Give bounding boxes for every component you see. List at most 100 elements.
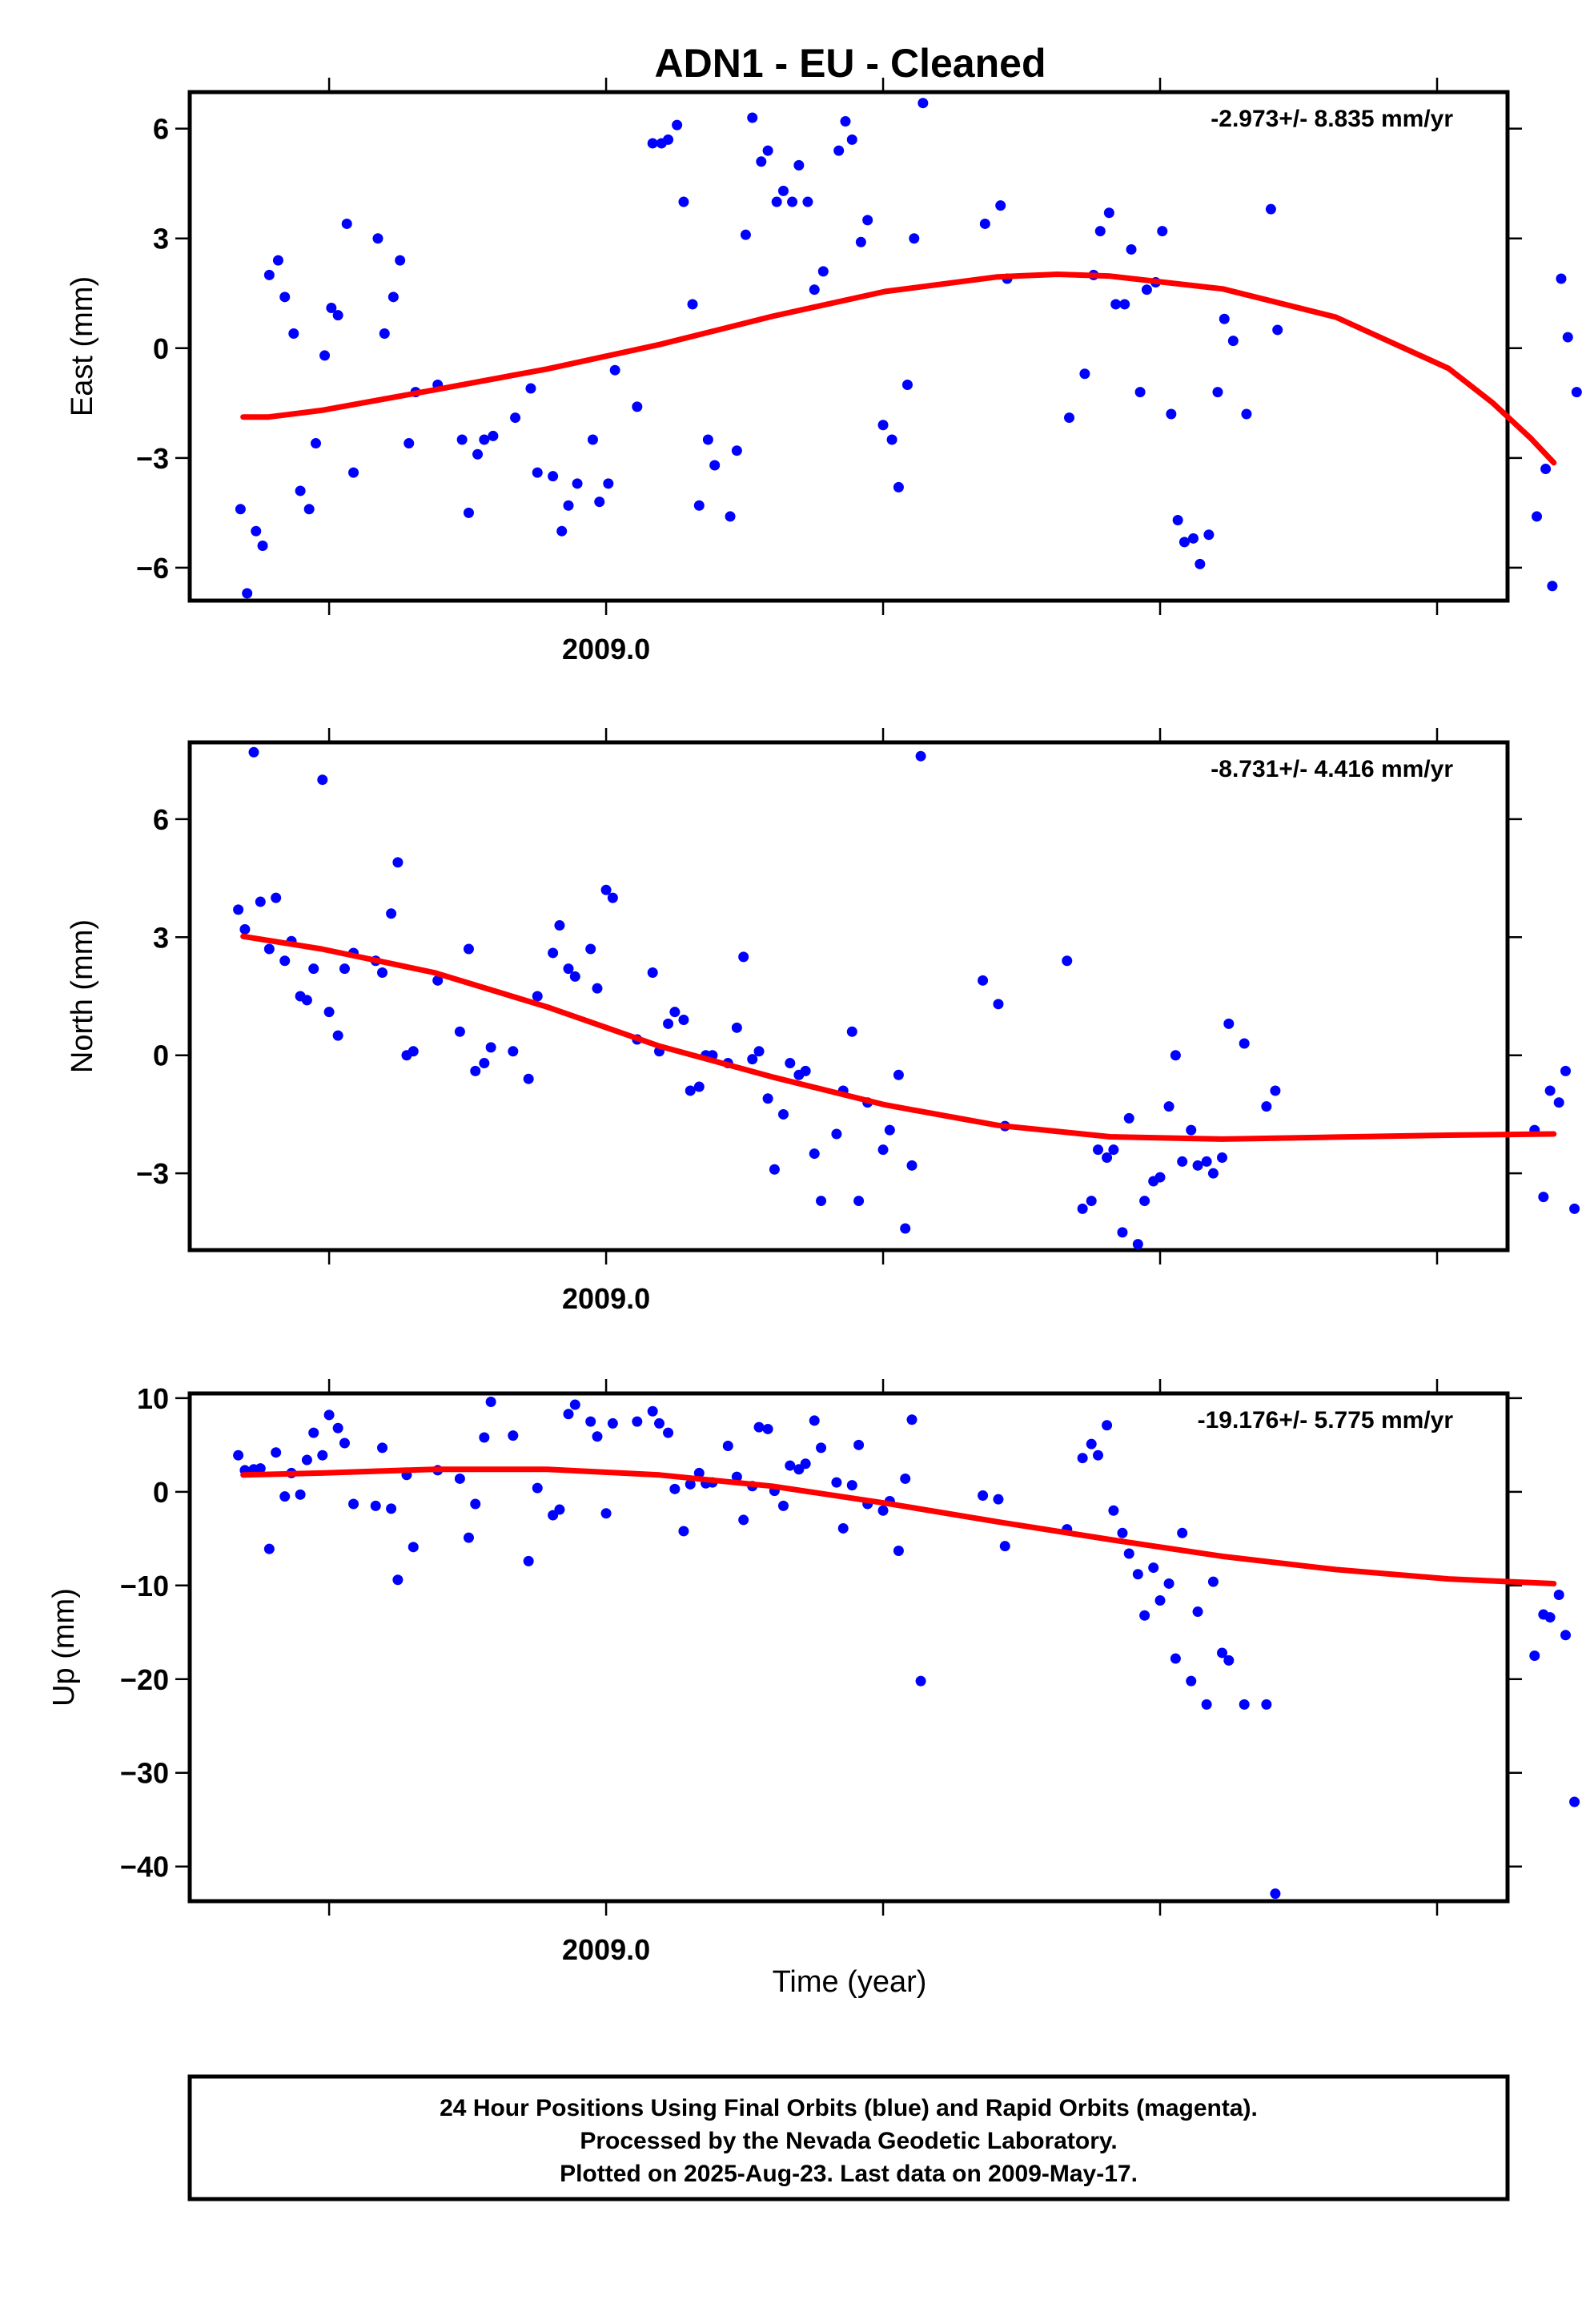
data-point [587, 434, 598, 445]
data-point [585, 943, 596, 955]
y-tick-label: −20 [120, 1663, 169, 1696]
plot-frame [187, 740, 1510, 1252]
data-point [1139, 1610, 1150, 1621]
data-point [370, 1500, 381, 1511]
data-point [647, 967, 658, 979]
data-point [1529, 1651, 1540, 1662]
data-point [756, 156, 767, 167]
data-point [900, 1473, 911, 1484]
data-point [1079, 368, 1090, 380]
data-point [853, 1196, 865, 1207]
y-tick-label: −40 [120, 1851, 169, 1884]
data-point [769, 1164, 780, 1175]
data-point [1544, 1612, 1556, 1623]
data-point [1062, 955, 1073, 967]
data-point [548, 471, 559, 482]
data-point [235, 504, 246, 515]
data-point [632, 401, 643, 412]
data-point [510, 412, 521, 424]
data-point [404, 438, 415, 449]
data-point [479, 1058, 490, 1069]
data-point [978, 975, 989, 986]
up-panel: 10 0 −10 −20 −30 −40 2009.0 Up (mm) -19.176+/- 5… [47, 1379, 1580, 1966]
data-point [1186, 1675, 1197, 1687]
data-point [893, 481, 904, 493]
data-point [523, 1073, 534, 1084]
data-point [831, 1477, 842, 1488]
data-point [263, 1543, 275, 1554]
x-axis-label: Time (year) [773, 1965, 927, 1999]
data-point [569, 971, 580, 982]
data-point [787, 196, 798, 207]
data-point [740, 229, 751, 240]
data-point [1261, 1699, 1272, 1710]
footer-line-3: Plotted on 2025-Aug-23. Last data on 200… [560, 2161, 1138, 2187]
data-point [372, 233, 383, 244]
data-point [862, 215, 873, 226]
data-point [855, 236, 866, 247]
data-point [463, 507, 474, 518]
fit-curve [240, 1466, 1557, 1586]
y-axis-label: North (mm) [66, 919, 99, 1073]
data-point [554, 920, 565, 931]
data-point [1170, 1653, 1181, 1664]
data-point [647, 138, 658, 149]
data-point [979, 218, 990, 229]
data-point [785, 1460, 796, 1471]
data-point [1562, 332, 1573, 343]
data-point [777, 1108, 789, 1120]
data-point [978, 1490, 989, 1502]
data-point [592, 1431, 603, 1442]
data-point [301, 995, 312, 1006]
data-point [1086, 1438, 1097, 1449]
data-point [1241, 408, 1252, 420]
data-point [893, 1069, 904, 1080]
y-tick-label: −3 [136, 1157, 169, 1190]
data-point [432, 975, 444, 986]
data-point [279, 1491, 291, 1502]
data-point [702, 434, 713, 445]
data-point [242, 588, 253, 599]
plot-title: ADN1 - EU - Cleaned [655, 41, 1046, 86]
data-point [454, 1026, 465, 1037]
data-point [906, 1160, 917, 1171]
data-point [295, 485, 306, 497]
data-point [1223, 1018, 1235, 1029]
data-point [687, 299, 698, 310]
north-panel: 6 3 0 −3 2009.0 North (mm) -8.731+/- 4.416 mm/… [66, 728, 1580, 1315]
data-point [738, 951, 749, 963]
data-point [1192, 1606, 1203, 1618]
plot-frame [187, 1391, 1510, 1904]
y-tick-label: −30 [120, 1757, 169, 1790]
data-point [816, 1442, 827, 1454]
data-point [993, 999, 1004, 1010]
data-point [251, 525, 262, 537]
data-point [837, 1522, 849, 1534]
data-point [1094, 226, 1106, 237]
data-point [233, 1449, 244, 1461]
data-point [1227, 336, 1239, 347]
data-point [1532, 511, 1543, 522]
data-point [663, 1018, 674, 1029]
data-point [295, 1489, 306, 1500]
data-point [470, 1498, 481, 1510]
data-point [1163, 1578, 1174, 1589]
data-point [1203, 529, 1215, 541]
data-point [1132, 1239, 1143, 1250]
data-point [308, 963, 319, 975]
data-point [1093, 1144, 1104, 1156]
data-point [1201, 1156, 1212, 1167]
data-point [762, 1093, 773, 1104]
data-point [800, 1458, 811, 1470]
data-point [339, 963, 350, 975]
data-point [1239, 1038, 1250, 1049]
data-point [1571, 387, 1582, 398]
data-point [846, 1026, 857, 1037]
data-point [317, 1449, 328, 1461]
data-point [915, 750, 926, 762]
data-point [387, 292, 399, 303]
data-point [548, 947, 559, 959]
data-point [1538, 1192, 1549, 1203]
data-point [993, 1494, 1004, 1505]
data-point [1178, 537, 1190, 548]
